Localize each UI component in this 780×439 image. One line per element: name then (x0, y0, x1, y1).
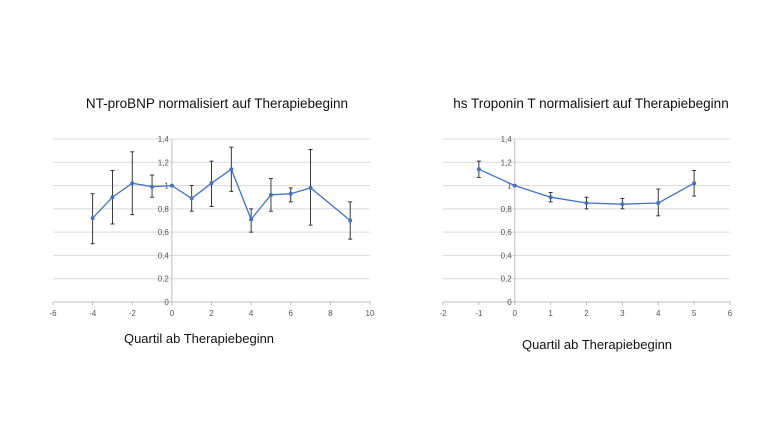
data-point (229, 167, 234, 172)
data-point (150, 184, 155, 189)
data-point (656, 201, 661, 206)
chart-title: hs Troponin T normalisiert auf Therapieb… (453, 96, 728, 111)
x-axis-label: Quartil ab Therapiebeginn (124, 331, 274, 346)
plot-area: 0 0,2 0,4 0,6 0,8 1 1,2 1,4 -2 -1 0 1 2 3 4 5 6 (439, 135, 732, 318)
data-point (90, 216, 95, 221)
y-tick-label: 1,4 (501, 135, 513, 144)
x-tick-label: 2 (584, 309, 589, 318)
y-tick-label: 0 (164, 298, 169, 307)
data-point (268, 192, 273, 197)
plot-area: 00,20,40,60,811,21,4-6 -4 -2 0 2 4 6 8 10 (49, 135, 375, 318)
data-point (584, 201, 589, 206)
data-point (692, 181, 697, 186)
y-tick-label: 0,6 (501, 228, 513, 237)
y-tick-label: 1,4 (158, 135, 170, 144)
data-point (209, 181, 214, 186)
y-tick-label: 0,8 (501, 205, 513, 214)
y-tick-label: 0,4 (501, 251, 513, 260)
x-tick-label: 6 (728, 309, 733, 318)
x-tick-label: 6 (289, 309, 294, 318)
data-point (288, 191, 293, 196)
data-point (110, 195, 115, 200)
x-tick-label: 2 (209, 309, 214, 318)
x-tick-label: -2 (439, 309, 447, 318)
ntprobnp-chart: NT-proBNP normalisiert auf Therapiebegin… (49, 96, 375, 346)
series-line (92, 168, 351, 222)
x-tick-label: 1 (548, 309, 553, 318)
x-tick-label: 4 (249, 309, 254, 318)
x-tick-label: 10 (366, 309, 375, 318)
troponin-chart: hs Troponin T normalisiert auf Therapieb… (439, 96, 732, 352)
y-tick-label: 0,6 (158, 228, 170, 237)
data-point (249, 217, 254, 222)
data-point (169, 183, 174, 188)
data-point (189, 196, 194, 201)
data-point (476, 167, 481, 172)
y-tick-label: 0,8 (158, 205, 170, 214)
y-tick-label: 1,2 (158, 158, 170, 167)
x-tick-label: 0 (513, 309, 518, 318)
data-point (548, 195, 553, 200)
data-point (348, 218, 353, 223)
x-tick-label: -1 (475, 309, 483, 318)
x-tick-label: 5 (692, 309, 697, 318)
data-point (308, 185, 313, 190)
y-tick-label: 0 (507, 298, 512, 307)
x-tick-label: 4 (656, 309, 661, 318)
x-tick-label: 3 (620, 309, 625, 318)
x-tick-label: -2 (129, 309, 137, 318)
y-tick-label: 1 (507, 182, 512, 191)
x-tick-label: 8 (328, 309, 333, 318)
chart-title: NT-proBNP normalisiert auf Therapiebegin… (86, 96, 348, 111)
data-point (620, 202, 625, 207)
x-tick-label: 0 (170, 309, 175, 318)
data-point (512, 183, 517, 188)
y-tick-label: 0,2 (501, 275, 513, 284)
data-point (130, 181, 135, 186)
y-tick-label: 0,4 (158, 251, 170, 260)
x-tick-label: -6 (49, 309, 57, 318)
y-tick-label: 0,2 (158, 275, 170, 284)
y-tick-label: 1,2 (501, 158, 513, 167)
x-tick-label: -4 (89, 309, 97, 318)
x-axis-label: Quartil ab Therapiebeginn (522, 337, 672, 352)
